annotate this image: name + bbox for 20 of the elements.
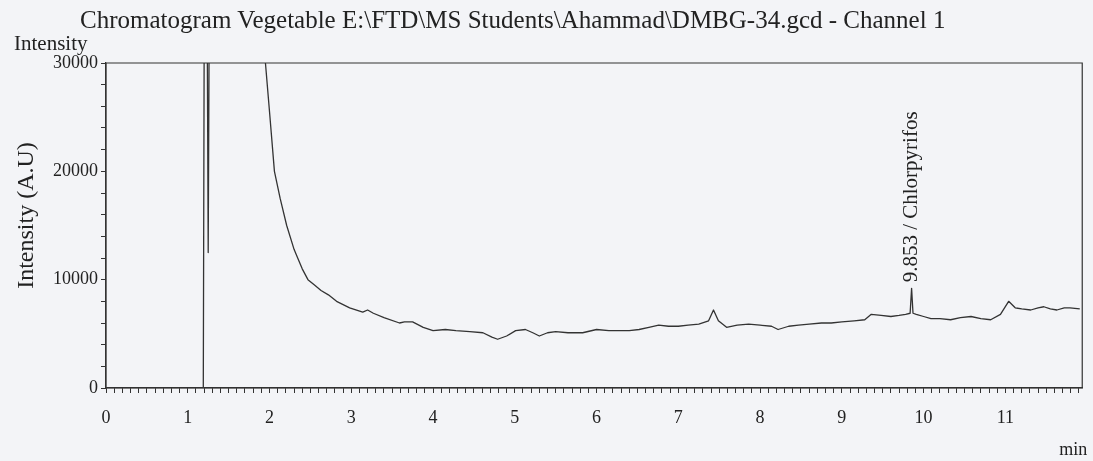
y-tick-label: 0	[89, 376, 98, 397]
x-tick-label: 2	[265, 406, 275, 427]
x-axis-title: min	[1059, 439, 1088, 459]
x-tick-label: 10	[914, 406, 933, 427]
chart-title: Chromatogram Vegetable E:\FTD\MS Students\Ahammad\DMBG-34.gcd - Channel 1	[80, 6, 946, 33]
y-axis-title: Intensity (A.U)	[12, 142, 39, 289]
x-tick-label: 1	[183, 406, 193, 427]
y-tick-label: 10000	[53, 268, 98, 289]
x-tick-label: 6	[592, 406, 602, 427]
annotation: 9.853 / Chlorpyrifos	[898, 111, 923, 283]
x-tick-label: 0	[101, 406, 111, 427]
x-tick-label: 3	[346, 406, 356, 427]
x-tick-label: 7	[673, 406, 683, 427]
x-tick-label: 5	[510, 406, 520, 427]
y-tick-label: 20000	[53, 160, 98, 181]
x-tick-label: 4	[428, 406, 438, 427]
x-tick-label: 8	[755, 406, 765, 427]
text: Intensity	[14, 31, 88, 55]
x-tick-label: 9	[837, 406, 847, 427]
x-tick-label: 11	[996, 406, 1015, 427]
